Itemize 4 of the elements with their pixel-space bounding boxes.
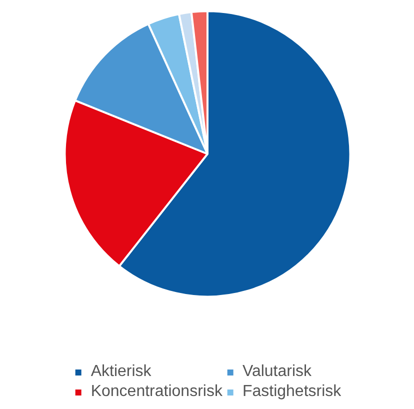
legend-label: Aktierisk xyxy=(90,363,152,381)
legend-label: Valutarisk xyxy=(242,363,312,381)
legend-label: Fastighetsrisk xyxy=(242,383,342,401)
legend-label: Koncentrationsrisk xyxy=(90,383,222,401)
